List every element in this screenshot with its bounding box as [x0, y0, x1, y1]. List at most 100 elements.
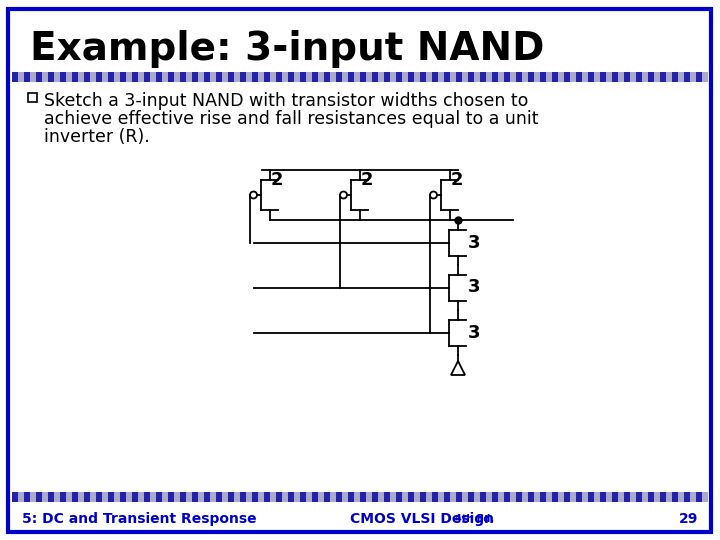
Bar [558, 492, 564, 502]
Bar [486, 72, 492, 82]
Bar [396, 72, 402, 82]
Text: 2: 2 [271, 171, 284, 189]
Text: CMOS VLSI Design: CMOS VLSI Design [350, 512, 494, 526]
Bar [264, 72, 270, 82]
Bar [462, 72, 468, 82]
Bar [132, 72, 138, 82]
Bar [630, 72, 636, 82]
Bar [12, 492, 18, 502]
Bar [282, 492, 288, 502]
Bar [540, 492, 546, 502]
Bar [552, 492, 558, 502]
Bar [72, 492, 78, 502]
Text: 3: 3 [468, 279, 480, 296]
Bar [306, 72, 312, 82]
Bar [288, 492, 294, 502]
Bar [678, 492, 684, 502]
Bar [576, 492, 582, 502]
Bar [426, 72, 432, 82]
Bar [48, 72, 54, 82]
Bar [660, 492, 666, 502]
Bar [54, 72, 60, 82]
Bar [228, 492, 234, 502]
Bar [462, 492, 468, 502]
Text: achieve effective rise and fall resistances equal to a unit: achieve effective rise and fall resistan… [44, 110, 539, 128]
Bar [576, 72, 582, 82]
Bar [120, 72, 126, 82]
Bar [168, 492, 174, 502]
Bar [690, 492, 696, 502]
Bar [654, 492, 660, 502]
Bar [48, 492, 54, 502]
Bar [252, 72, 258, 82]
Bar [42, 72, 48, 82]
Bar [168, 72, 174, 82]
Bar [600, 492, 606, 502]
Bar [522, 72, 528, 82]
Bar [270, 72, 276, 82]
Bar [408, 72, 414, 82]
Bar [486, 492, 492, 502]
Bar [234, 72, 240, 82]
Bar [126, 492, 132, 502]
Bar [324, 72, 330, 82]
Bar [78, 72, 84, 82]
Bar [144, 72, 150, 82]
Bar [642, 492, 648, 502]
Bar [36, 492, 42, 502]
Bar [186, 72, 192, 82]
Bar [438, 72, 444, 82]
Bar [90, 72, 96, 82]
Bar [558, 72, 564, 82]
Bar [522, 492, 528, 502]
Bar [612, 492, 618, 502]
Bar [468, 492, 474, 502]
Bar [144, 492, 150, 502]
Bar [366, 492, 372, 502]
Bar [588, 492, 594, 502]
Bar [540, 72, 546, 82]
Bar [666, 492, 672, 502]
Bar [498, 72, 504, 82]
Text: 3: 3 [468, 323, 480, 341]
Bar [534, 492, 540, 502]
Bar [294, 72, 300, 82]
Bar [492, 72, 498, 82]
Bar [198, 492, 204, 502]
Bar [174, 492, 180, 502]
Bar [114, 492, 120, 502]
Bar [498, 492, 504, 502]
Bar [480, 72, 486, 82]
Bar [594, 72, 600, 82]
Bar [678, 72, 684, 82]
Bar [378, 72, 384, 82]
Bar [28, 93, 37, 102]
Bar [378, 492, 384, 502]
Bar [636, 72, 642, 82]
Bar [222, 72, 228, 82]
Bar [162, 72, 168, 82]
Text: 5: DC and Transient Response: 5: DC and Transient Response [22, 512, 256, 526]
Bar [450, 492, 456, 502]
Bar [492, 492, 498, 502]
Bar [510, 492, 516, 502]
Bar [384, 492, 390, 502]
Bar [300, 492, 306, 502]
Bar [552, 72, 558, 82]
Bar [450, 72, 456, 82]
Bar [36, 72, 42, 82]
Bar [180, 72, 186, 82]
Text: 2: 2 [451, 171, 464, 189]
Bar [372, 72, 378, 82]
Bar [630, 492, 636, 502]
Bar [270, 492, 276, 502]
Bar [90, 492, 96, 502]
Bar [150, 492, 156, 502]
Bar [240, 492, 246, 502]
Bar [318, 72, 324, 82]
Bar [624, 72, 630, 82]
Bar [636, 492, 642, 502]
Bar [618, 72, 624, 82]
Bar [216, 492, 222, 502]
Bar [684, 492, 690, 502]
